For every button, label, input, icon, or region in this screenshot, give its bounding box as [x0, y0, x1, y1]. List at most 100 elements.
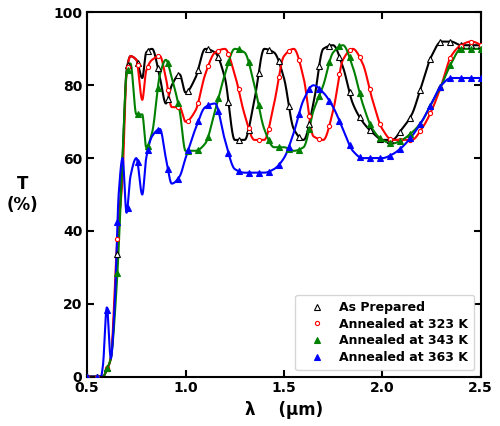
Annealed at 343 K	[296, 147, 302, 152]
Annealed at 323 K	[246, 126, 252, 131]
Annealed at 323 K	[468, 39, 473, 44]
Annealed at 323 K	[104, 366, 110, 371]
Annealed at 343 K	[448, 62, 454, 67]
Annealed at 363 K	[84, 374, 90, 379]
Annealed at 343 K	[336, 44, 342, 49]
As Prepared	[216, 55, 222, 60]
Annealed at 363 K	[377, 155, 383, 161]
As Prepared	[94, 374, 100, 379]
Annealed at 323 K	[216, 48, 222, 53]
Annealed at 343 K	[195, 147, 201, 153]
Annealed at 323 K	[134, 63, 140, 68]
Annealed at 363 K	[276, 162, 282, 167]
As Prepared	[458, 43, 464, 48]
Annealed at 323 K	[336, 72, 342, 77]
As Prepared	[266, 47, 272, 52]
Annealed at 323 K	[306, 113, 312, 118]
Y-axis label: T
(%): T (%)	[7, 175, 38, 214]
As Prepared	[104, 366, 110, 371]
Line: Annealed at 363 K: Annealed at 363 K	[84, 75, 483, 380]
Annealed at 363 K	[356, 155, 362, 160]
Annealed at 343 K	[286, 147, 292, 152]
Annealed at 343 K	[226, 60, 232, 65]
As Prepared	[336, 54, 342, 59]
Annealed at 323 K	[356, 55, 362, 60]
Annealed at 343 K	[387, 141, 393, 146]
As Prepared	[155, 66, 161, 71]
Annealed at 343 K	[144, 143, 150, 148]
Annealed at 323 K	[144, 64, 150, 69]
Annealed at 363 K	[296, 111, 302, 116]
Annealed at 323 K	[377, 121, 383, 126]
As Prepared	[387, 137, 393, 142]
Annealed at 363 K	[326, 98, 332, 103]
Annealed at 363 K	[246, 170, 252, 175]
Annealed at 363 K	[124, 205, 130, 210]
Annealed at 343 K	[84, 374, 90, 379]
As Prepared	[346, 90, 352, 95]
Annealed at 343 K	[276, 145, 282, 150]
Annealed at 323 K	[407, 137, 413, 142]
Annealed at 363 K	[266, 169, 272, 174]
Annealed at 323 K	[366, 87, 372, 92]
Annealed at 363 K	[144, 148, 150, 153]
Annealed at 363 K	[206, 103, 212, 108]
Annealed at 363 K	[458, 75, 464, 81]
Annealed at 323 K	[316, 137, 322, 142]
Annealed at 363 K	[438, 84, 444, 89]
As Prepared	[316, 63, 322, 68]
Annealed at 363 K	[306, 86, 312, 92]
Annealed at 323 K	[417, 129, 423, 134]
Annealed at 363 K	[366, 155, 372, 161]
Annealed at 363 K	[478, 75, 484, 81]
As Prepared	[175, 72, 181, 78]
As Prepared	[438, 39, 444, 44]
Annealed at 363 K	[155, 127, 161, 132]
Annealed at 323 K	[478, 43, 484, 48]
Annealed at 323 K	[448, 55, 454, 60]
As Prepared	[144, 49, 150, 54]
Annealed at 363 K	[336, 118, 342, 124]
Annealed at 363 K	[94, 374, 100, 379]
Annealed at 323 K	[326, 123, 332, 128]
Annealed at 323 K	[296, 58, 302, 63]
Annealed at 363 K	[468, 75, 473, 81]
As Prepared	[326, 43, 332, 49]
Annealed at 343 K	[94, 374, 100, 379]
As Prepared	[417, 87, 423, 92]
As Prepared	[124, 62, 130, 67]
As Prepared	[296, 135, 302, 140]
Annealed at 363 K	[316, 86, 322, 91]
Line: Annealed at 343 K: Annealed at 343 K	[84, 43, 483, 380]
Annealed at 363 K	[175, 176, 181, 181]
As Prepared	[366, 127, 372, 132]
Annealed at 343 K	[124, 67, 130, 72]
Annealed at 363 K	[216, 108, 222, 113]
Annealed at 363 K	[185, 148, 191, 153]
Annealed at 323 K	[427, 111, 433, 116]
Annealed at 363 K	[165, 167, 171, 172]
Annealed at 343 K	[236, 47, 242, 52]
Annealed at 323 K	[397, 137, 403, 142]
Annealed at 363 K	[387, 153, 393, 158]
Annealed at 323 K	[124, 64, 130, 69]
Annealed at 363 K	[407, 136, 413, 141]
Annealed at 343 K	[366, 121, 372, 126]
As Prepared	[195, 67, 201, 72]
As Prepared	[114, 252, 120, 257]
Annealed at 343 K	[326, 60, 332, 65]
Annealed at 363 K	[104, 307, 110, 312]
Annealed at 343 K	[427, 104, 433, 109]
As Prepared	[306, 122, 312, 127]
Annealed at 343 K	[438, 85, 444, 90]
As Prepared	[276, 59, 282, 64]
Annealed at 363 K	[448, 75, 454, 81]
Annealed at 343 K	[216, 96, 222, 101]
Annealed at 343 K	[165, 60, 171, 66]
Annealed at 343 K	[175, 100, 181, 105]
As Prepared	[377, 137, 383, 142]
Annealed at 363 K	[346, 143, 352, 148]
Annealed at 323 K	[266, 126, 272, 131]
As Prepared	[478, 43, 484, 48]
Annealed at 343 K	[185, 148, 191, 153]
